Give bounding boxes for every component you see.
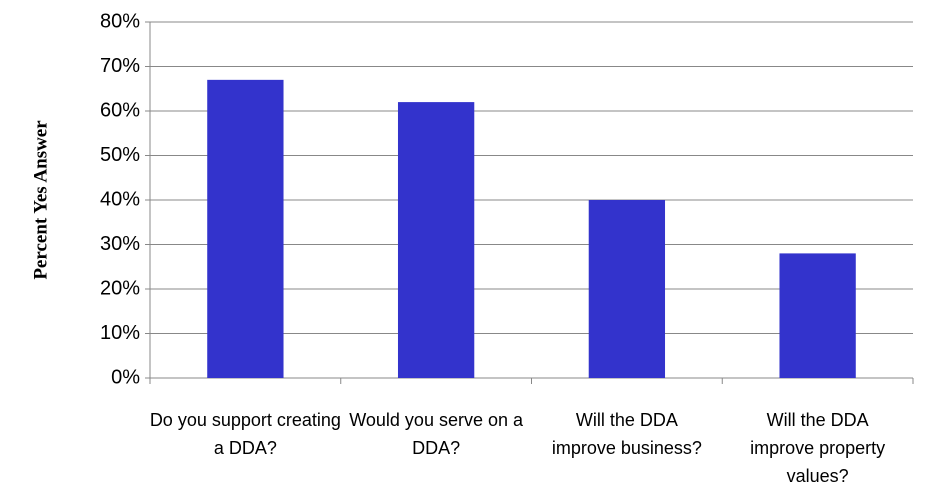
y-tick-label: 10% [100, 322, 140, 344]
y-tick-label: 50% [100, 144, 140, 166]
y-tick-label: 80% [100, 10, 140, 32]
bar [397, 102, 475, 378]
bar [207, 79, 284, 378]
x-tick-label: Will the DDA improve property values? [750, 410, 886, 486]
y-axis-title: Percent Yes Answer [30, 120, 51, 280]
bar [588, 200, 666, 378]
y-tick-label: 60% [100, 99, 140, 121]
x-tick-label: Do you support creating a DDA? [149, 410, 341, 458]
x-tick-label: Will the DDA improve business? [551, 410, 702, 458]
x-tick-label: Would you serve on a DDA? [349, 410, 524, 458]
y-tick-label: 70% [100, 55, 140, 77]
y-tick-label: 30% [100, 233, 140, 255]
y-tick-label: 40% [100, 188, 140, 210]
bar [779, 253, 856, 378]
y-tick-label: 20% [100, 277, 140, 299]
y-tick-label: 0% [111, 366, 140, 388]
